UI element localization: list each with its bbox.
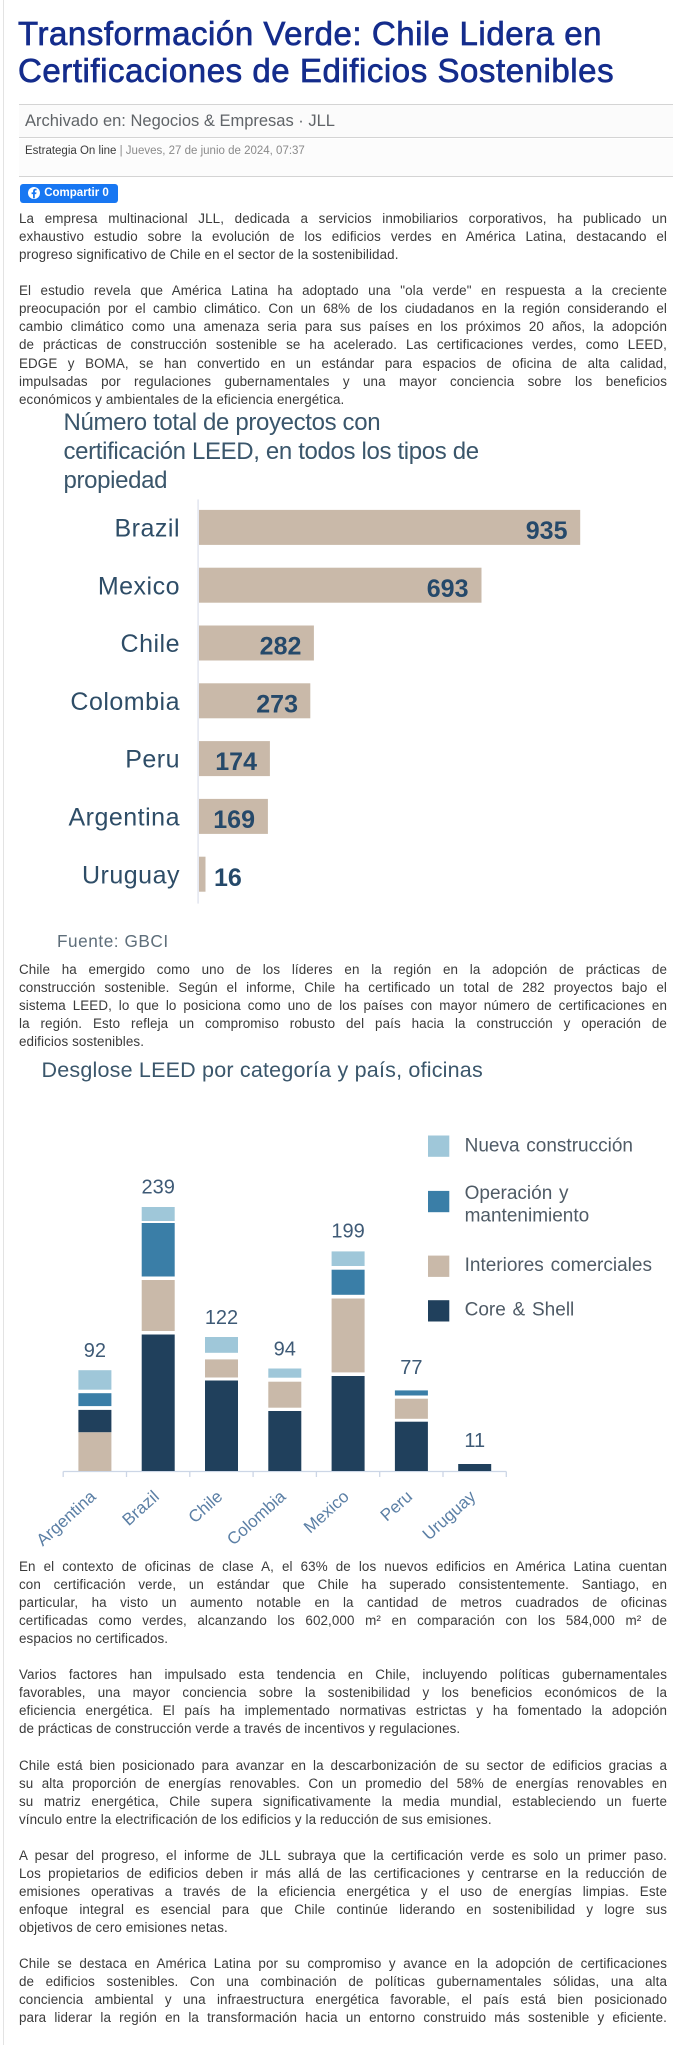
svg-text:Argentina: Argentina — [68, 804, 180, 832]
svg-text:Chile: Chile — [185, 1487, 227, 1527]
svg-text:239: 239 — [142, 1177, 175, 1199]
svg-text:94: 94 — [274, 1338, 296, 1360]
svg-text:Nueva construcción: Nueva construcción — [465, 1135, 633, 1156]
svg-text:Operación y: Operación y — [465, 1183, 569, 1204]
svg-text:169: 169 — [213, 806, 255, 834]
svg-text:Uruguay: Uruguay — [419, 1487, 480, 1544]
svg-text:Uruguay: Uruguay — [82, 861, 180, 889]
svg-text:199: 199 — [331, 1220, 364, 1242]
svg-text:Colombia: Colombia — [70, 688, 180, 716]
svg-text:Peru: Peru — [125, 746, 180, 774]
svg-text:282: 282 — [260, 633, 302, 661]
svg-text:Brazil: Brazil — [114, 515, 180, 543]
svg-text:273: 273 — [256, 690, 298, 718]
svg-text:Colombia: Colombia — [223, 1486, 289, 1549]
svg-text:Argentina: Argentina — [33, 1486, 100, 1549]
svg-text:11: 11 — [464, 1430, 485, 1452]
svg-text:Interiores comerciales: Interiores comerciales — [465, 1255, 652, 1276]
svg-text:Peru: Peru — [377, 1487, 416, 1525]
svg-text:Brazil: Brazil — [119, 1487, 163, 1530]
svg-text:Chile: Chile — [121, 630, 180, 658]
svg-text:Mexico: Mexico — [300, 1487, 353, 1537]
svg-text:174: 174 — [215, 748, 257, 776]
svg-text:693: 693 — [427, 575, 469, 603]
svg-text:Mexico: Mexico — [98, 572, 180, 600]
svg-text:935: 935 — [526, 517, 568, 545]
svg-text:16: 16 — [214, 864, 242, 892]
svg-text:77: 77 — [400, 1357, 422, 1379]
svg-text:Core & Shell: Core & Shell — [465, 1300, 575, 1321]
svg-text:122: 122 — [205, 1307, 238, 1329]
svg-text:mantenimiento: mantenimiento — [465, 1206, 590, 1227]
svg-text:92: 92 — [84, 1340, 106, 1362]
